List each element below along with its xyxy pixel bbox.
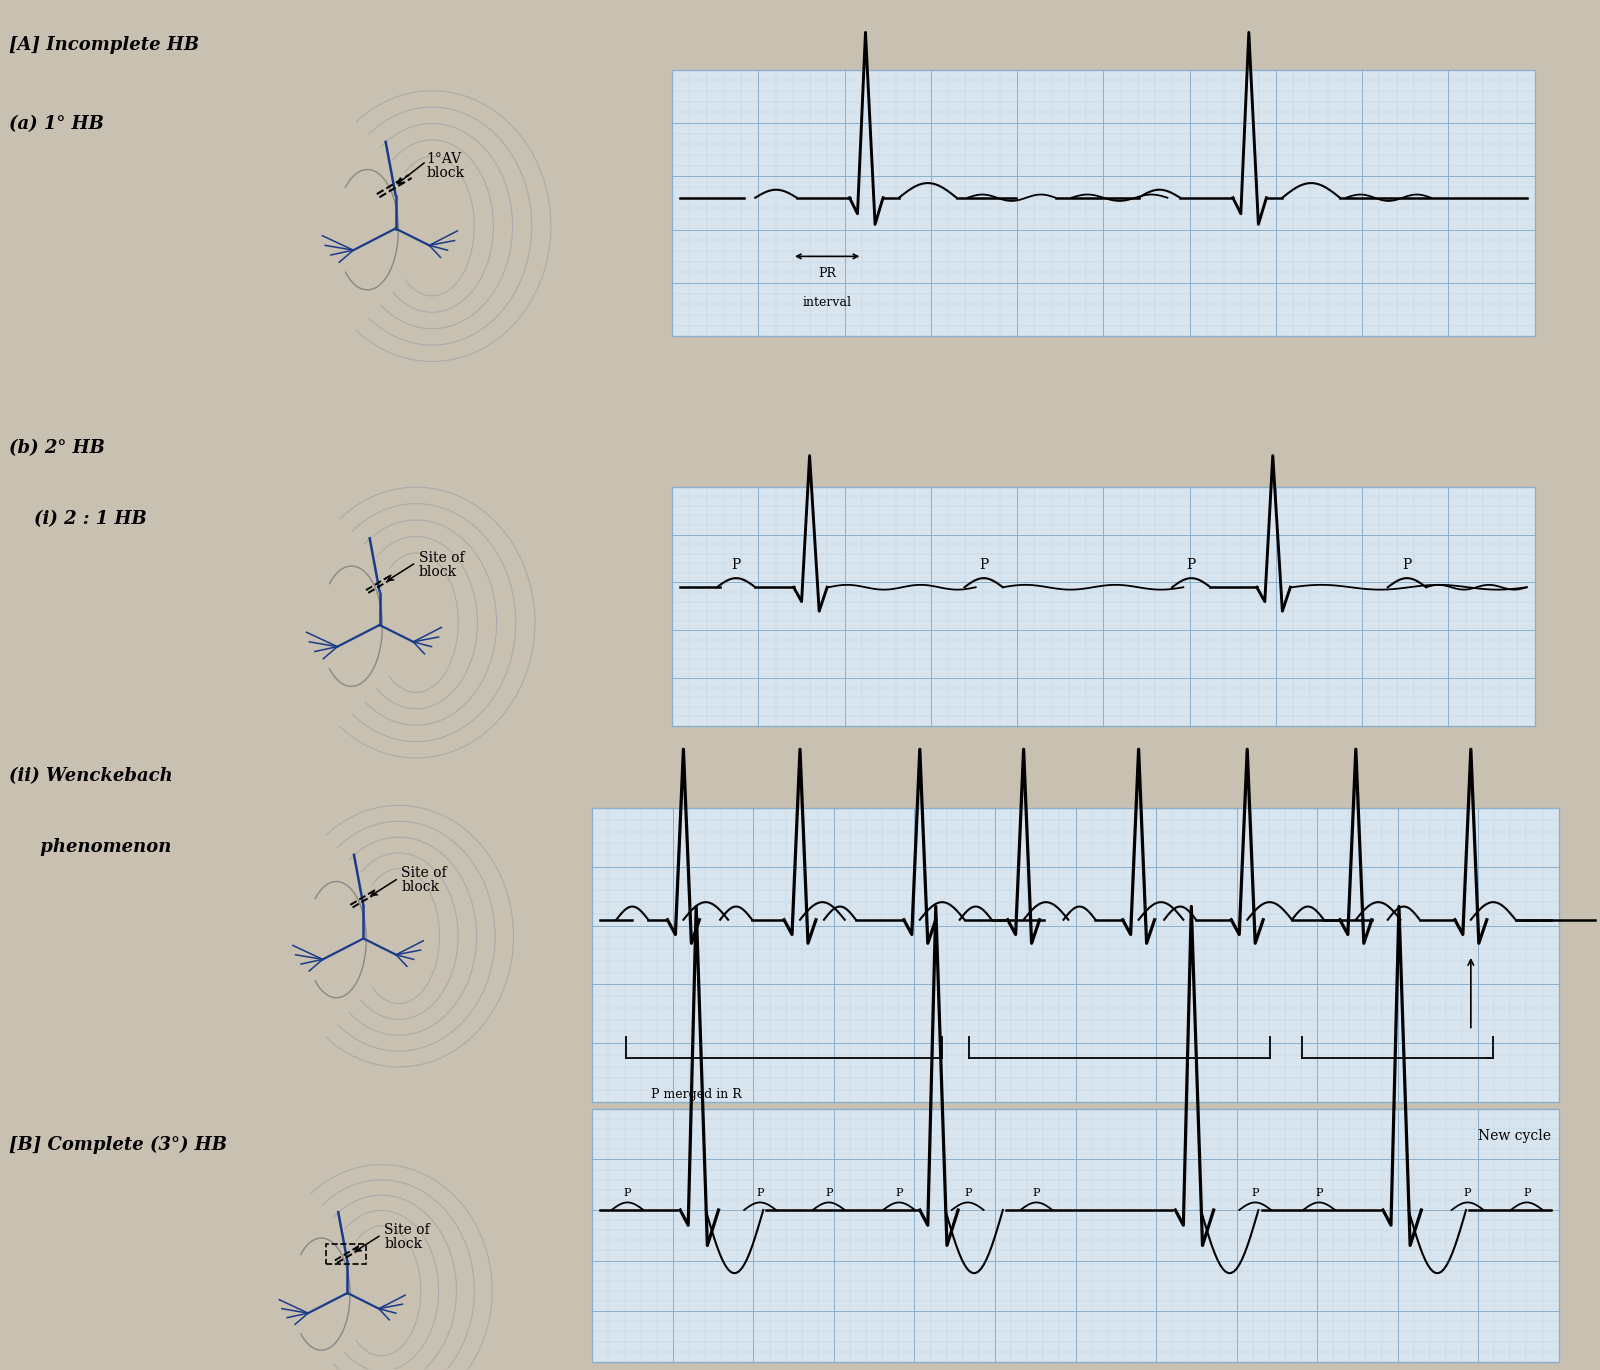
Text: P: P [757, 1188, 763, 1197]
Text: block: block [427, 166, 464, 181]
Text: (i) 2 : 1 HB: (i) 2 : 1 HB [10, 510, 147, 527]
Text: block: block [402, 881, 440, 895]
Text: P: P [1523, 1188, 1531, 1197]
Text: (b) 2° HB: (b) 2° HB [10, 438, 106, 458]
Text: Site of: Site of [419, 551, 464, 564]
Text: PR: PR [818, 267, 837, 279]
Text: block: block [384, 1237, 422, 1251]
Text: P: P [1187, 558, 1195, 571]
Bar [592, 1108, 1558, 1362]
Text: P: P [1251, 1188, 1259, 1197]
Text: block: block [419, 564, 458, 580]
Text: P: P [963, 1188, 971, 1197]
Text: [A] Incomplete HB: [A] Incomplete HB [10, 36, 200, 53]
Text: P: P [826, 1188, 832, 1197]
Bar [592, 808, 1558, 1101]
Text: P: P [1402, 558, 1411, 571]
Text: (ii) Wenckebach: (ii) Wenckebach [10, 767, 173, 785]
Text: 1°AV: 1°AV [427, 152, 461, 166]
Text: phenomenon: phenomenon [10, 838, 171, 856]
Text: Site of: Site of [384, 1223, 430, 1237]
Text: P: P [731, 558, 741, 571]
Text: P merged in R: P merged in R [651, 1088, 741, 1100]
Bar [672, 70, 1534, 337]
Text: P: P [896, 1188, 902, 1197]
Text: New cycle: New cycle [1478, 1129, 1550, 1144]
Text: P: P [1032, 1188, 1040, 1197]
Bar [672, 486, 1534, 726]
Text: P: P [979, 558, 989, 571]
Text: [B] Complete (3°) HB: [B] Complete (3°) HB [10, 1136, 227, 1155]
Text: Site of: Site of [402, 866, 446, 881]
Text: (a) 1° HB: (a) 1° HB [10, 115, 104, 133]
Text: P: P [1464, 1188, 1472, 1197]
Text: interval: interval [803, 296, 851, 310]
Bar [326, 1244, 366, 1265]
Text: P: P [1315, 1188, 1323, 1197]
Text: P: P [624, 1188, 632, 1197]
